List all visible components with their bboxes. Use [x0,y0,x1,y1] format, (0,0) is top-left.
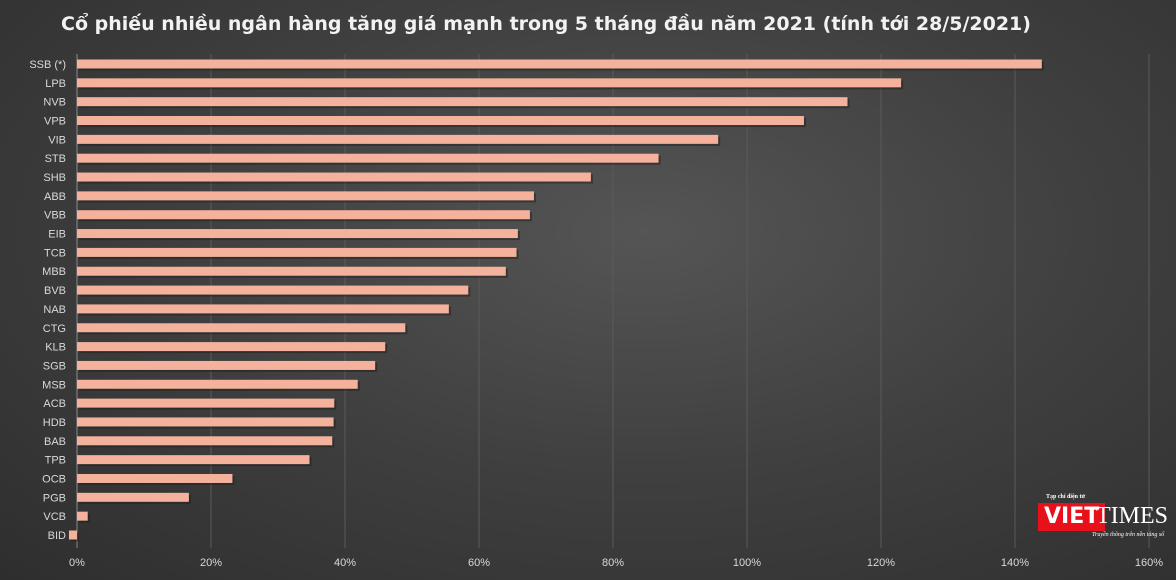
category-label: VBB [44,210,66,222]
logo-tagline-bottom: Truyền thông trên nền tảng số [1092,532,1165,538]
category-label: STB [45,153,66,165]
category-label: ACB [43,398,66,410]
category-label: BVB [44,285,66,297]
logo-times: TIMES [1096,503,1168,529]
category-label: PGB [43,492,66,504]
x-tick-label: 60% [468,557,490,569]
category-label: SSB (*) [29,59,66,71]
bar-lpb [77,78,902,88]
x-tick-label: 160% [1135,557,1163,569]
category-label: OCB [42,473,66,485]
category-label: SGB [43,360,66,372]
bar-hdb [77,417,334,427]
x-tick-label: 140% [1001,557,1029,569]
category-label: KLB [45,342,66,354]
bar-abb [77,191,534,201]
x-tick-label: 0% [69,557,85,569]
bar-vcb [77,511,88,521]
x-tick-label: 80% [602,557,624,569]
x-tick-label: 20% [200,557,222,569]
bar-ocb [77,473,233,483]
category-label: NVB [43,97,66,109]
category-label: BID [48,530,66,542]
bar-pgb [77,492,189,502]
category-label: NAB [43,304,66,316]
category-label: TCB [44,247,66,259]
category-label: ABB [44,191,66,203]
category-label: EIB [48,229,66,241]
category-label: MSB [42,379,66,391]
category-label: MBB [42,266,66,278]
bar-shb [77,172,591,182]
logo-tagline-top: Tạp chí điện tử [1046,494,1086,500]
bar-tpb [77,455,310,465]
category-label: VIB [48,134,66,146]
viettimes-logo: Tạp chí điện tử VIET TIMES Truyền thông … [1036,494,1171,544]
bar-sgb [77,360,376,370]
category-label: BAB [44,436,66,448]
bar-vbb [77,210,530,220]
bar-msb [77,379,358,389]
x-tick-label: 120% [867,557,895,569]
bar-eib [77,229,518,239]
bar-vpb [77,116,804,126]
category-label: VCB [43,511,66,523]
bar-ctg [77,323,406,333]
category-label: TPB [45,455,66,467]
x-tick-label: 100% [733,557,761,569]
bar-klb [77,342,386,352]
category-label: LPB [45,78,66,90]
logo-viet: VIET [1038,503,1106,531]
chart-title: Cổ phiếu nhiều ngân hàng tăng giá mạnh t… [61,12,1031,35]
bar-ssb [77,59,1042,69]
bar-bvb [77,285,469,295]
bar-mbb [77,266,506,276]
bar-bid [68,530,77,540]
category-label: VPB [44,116,66,128]
bar-vib [77,134,719,144]
x-tick-label: 40% [334,557,356,569]
bar-bab [77,436,333,446]
bar-acb [77,398,335,408]
bar-tcb [77,247,517,257]
category-label: CTG [43,323,66,335]
category-label: SHB [43,172,66,184]
bar-nab [77,304,449,314]
bar-nvb [77,97,848,107]
bar-stb [77,153,659,163]
category-label: HDB [43,417,66,429]
